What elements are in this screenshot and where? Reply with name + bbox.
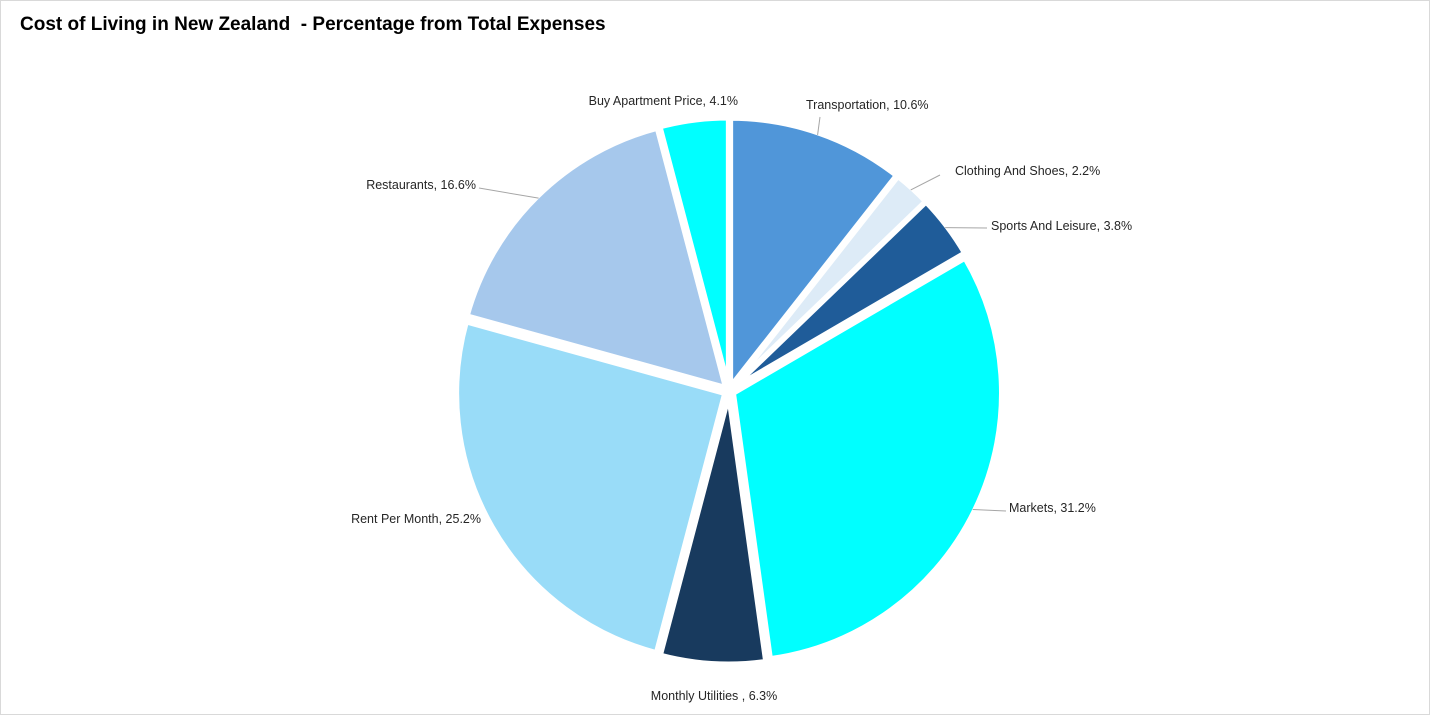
leader-lines — [478, 116, 1007, 512]
data-label-transportation: Transportation, 10.6% — [806, 98, 929, 112]
data-label-buy-apartment-price: Buy Apartment Price, 4.1% — [589, 94, 738, 108]
pie-slice-restaurants — [464, 125, 730, 392]
leader-line-restaurants — [478, 187, 539, 199]
pie-slice-rent-per-month — [454, 318, 728, 656]
data-label-rent-per-month: Rent Per Month, 25.2% — [351, 512, 481, 526]
pie-slice-sports-and-leisure — [731, 198, 968, 391]
data-label-restaurants: Restaurants, 16.6% — [366, 178, 476, 192]
chart-title: Cost of Living in New Zealand - Percenta… — [20, 14, 606, 35]
leader-line-clothing-and-shoes — [910, 174, 941, 191]
data-label-clothing-and-shoes: Clothing And Shoes, 2.2% — [955, 164, 1100, 178]
data-label-sports-and-leisure: Sports And Leisure, 3.8% — [991, 219, 1132, 233]
data-label-monthly-utilities: Monthly Utilities , 6.3% — [651, 689, 777, 703]
leader-line-transportation — [817, 116, 821, 135]
leader-line-markets — [972, 508, 1007, 512]
pie-slice-monthly-utilities — [657, 395, 769, 667]
pie-slice-markets — [730, 254, 1004, 662]
data-labels: Transportation, 10.6% Clothing And Shoes,… — [351, 94, 1132, 703]
pie-slice-buy-apartment-price — [657, 115, 731, 387]
pie-slices — [454, 115, 1004, 667]
data-label-markets: Markets, 31.2% — [1009, 501, 1096, 515]
